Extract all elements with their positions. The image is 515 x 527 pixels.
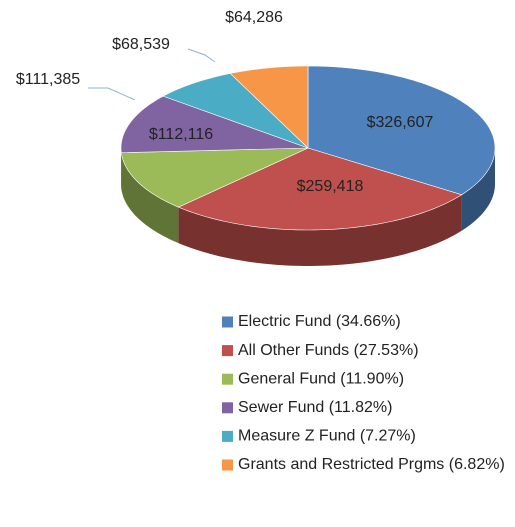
legend-swatch: [222, 345, 233, 357]
slice: [162, 73, 309, 149]
data-label: $259,418: [297, 178, 364, 195]
leader-line: [88, 87, 136, 101]
legend-label: General Fund (11.90%): [238, 370, 404, 387]
slice: [177, 147, 463, 231]
slice: [120, 95, 309, 154]
legend-swatch: [222, 373, 233, 385]
data-label: $68,539: [112, 36, 170, 53]
leader-line: [187, 48, 216, 63]
legend-label: Sewer Fund (11.82%): [238, 399, 392, 416]
data-label: $64,286: [225, 9, 283, 26]
legend-label: Measure Z Fund (7.27%): [238, 428, 416, 445]
slice: [307, 65, 496, 196]
data-label: $111,385: [16, 71, 80, 88]
legend-label: All Other Funds (27.53%): [238, 342, 419, 359]
slice-side: [121, 152, 179, 244]
slice-side: [461, 148, 495, 231]
data-label: $326,607: [367, 114, 434, 131]
legend-swatch: [222, 402, 233, 414]
slice-side: [178, 194, 462, 266]
slice: [120, 147, 309, 208]
legend-swatch: [222, 459, 233, 471]
legend-swatch: [222, 316, 233, 328]
data-label: $112,116: [149, 126, 213, 143]
slice: [229, 65, 309, 149]
legend-swatch: [222, 430, 233, 442]
legend-label: Electric Fund (34.66%): [238, 313, 401, 330]
legend-label: Grants and Restricted Prgms (6.82%): [238, 456, 505, 473]
